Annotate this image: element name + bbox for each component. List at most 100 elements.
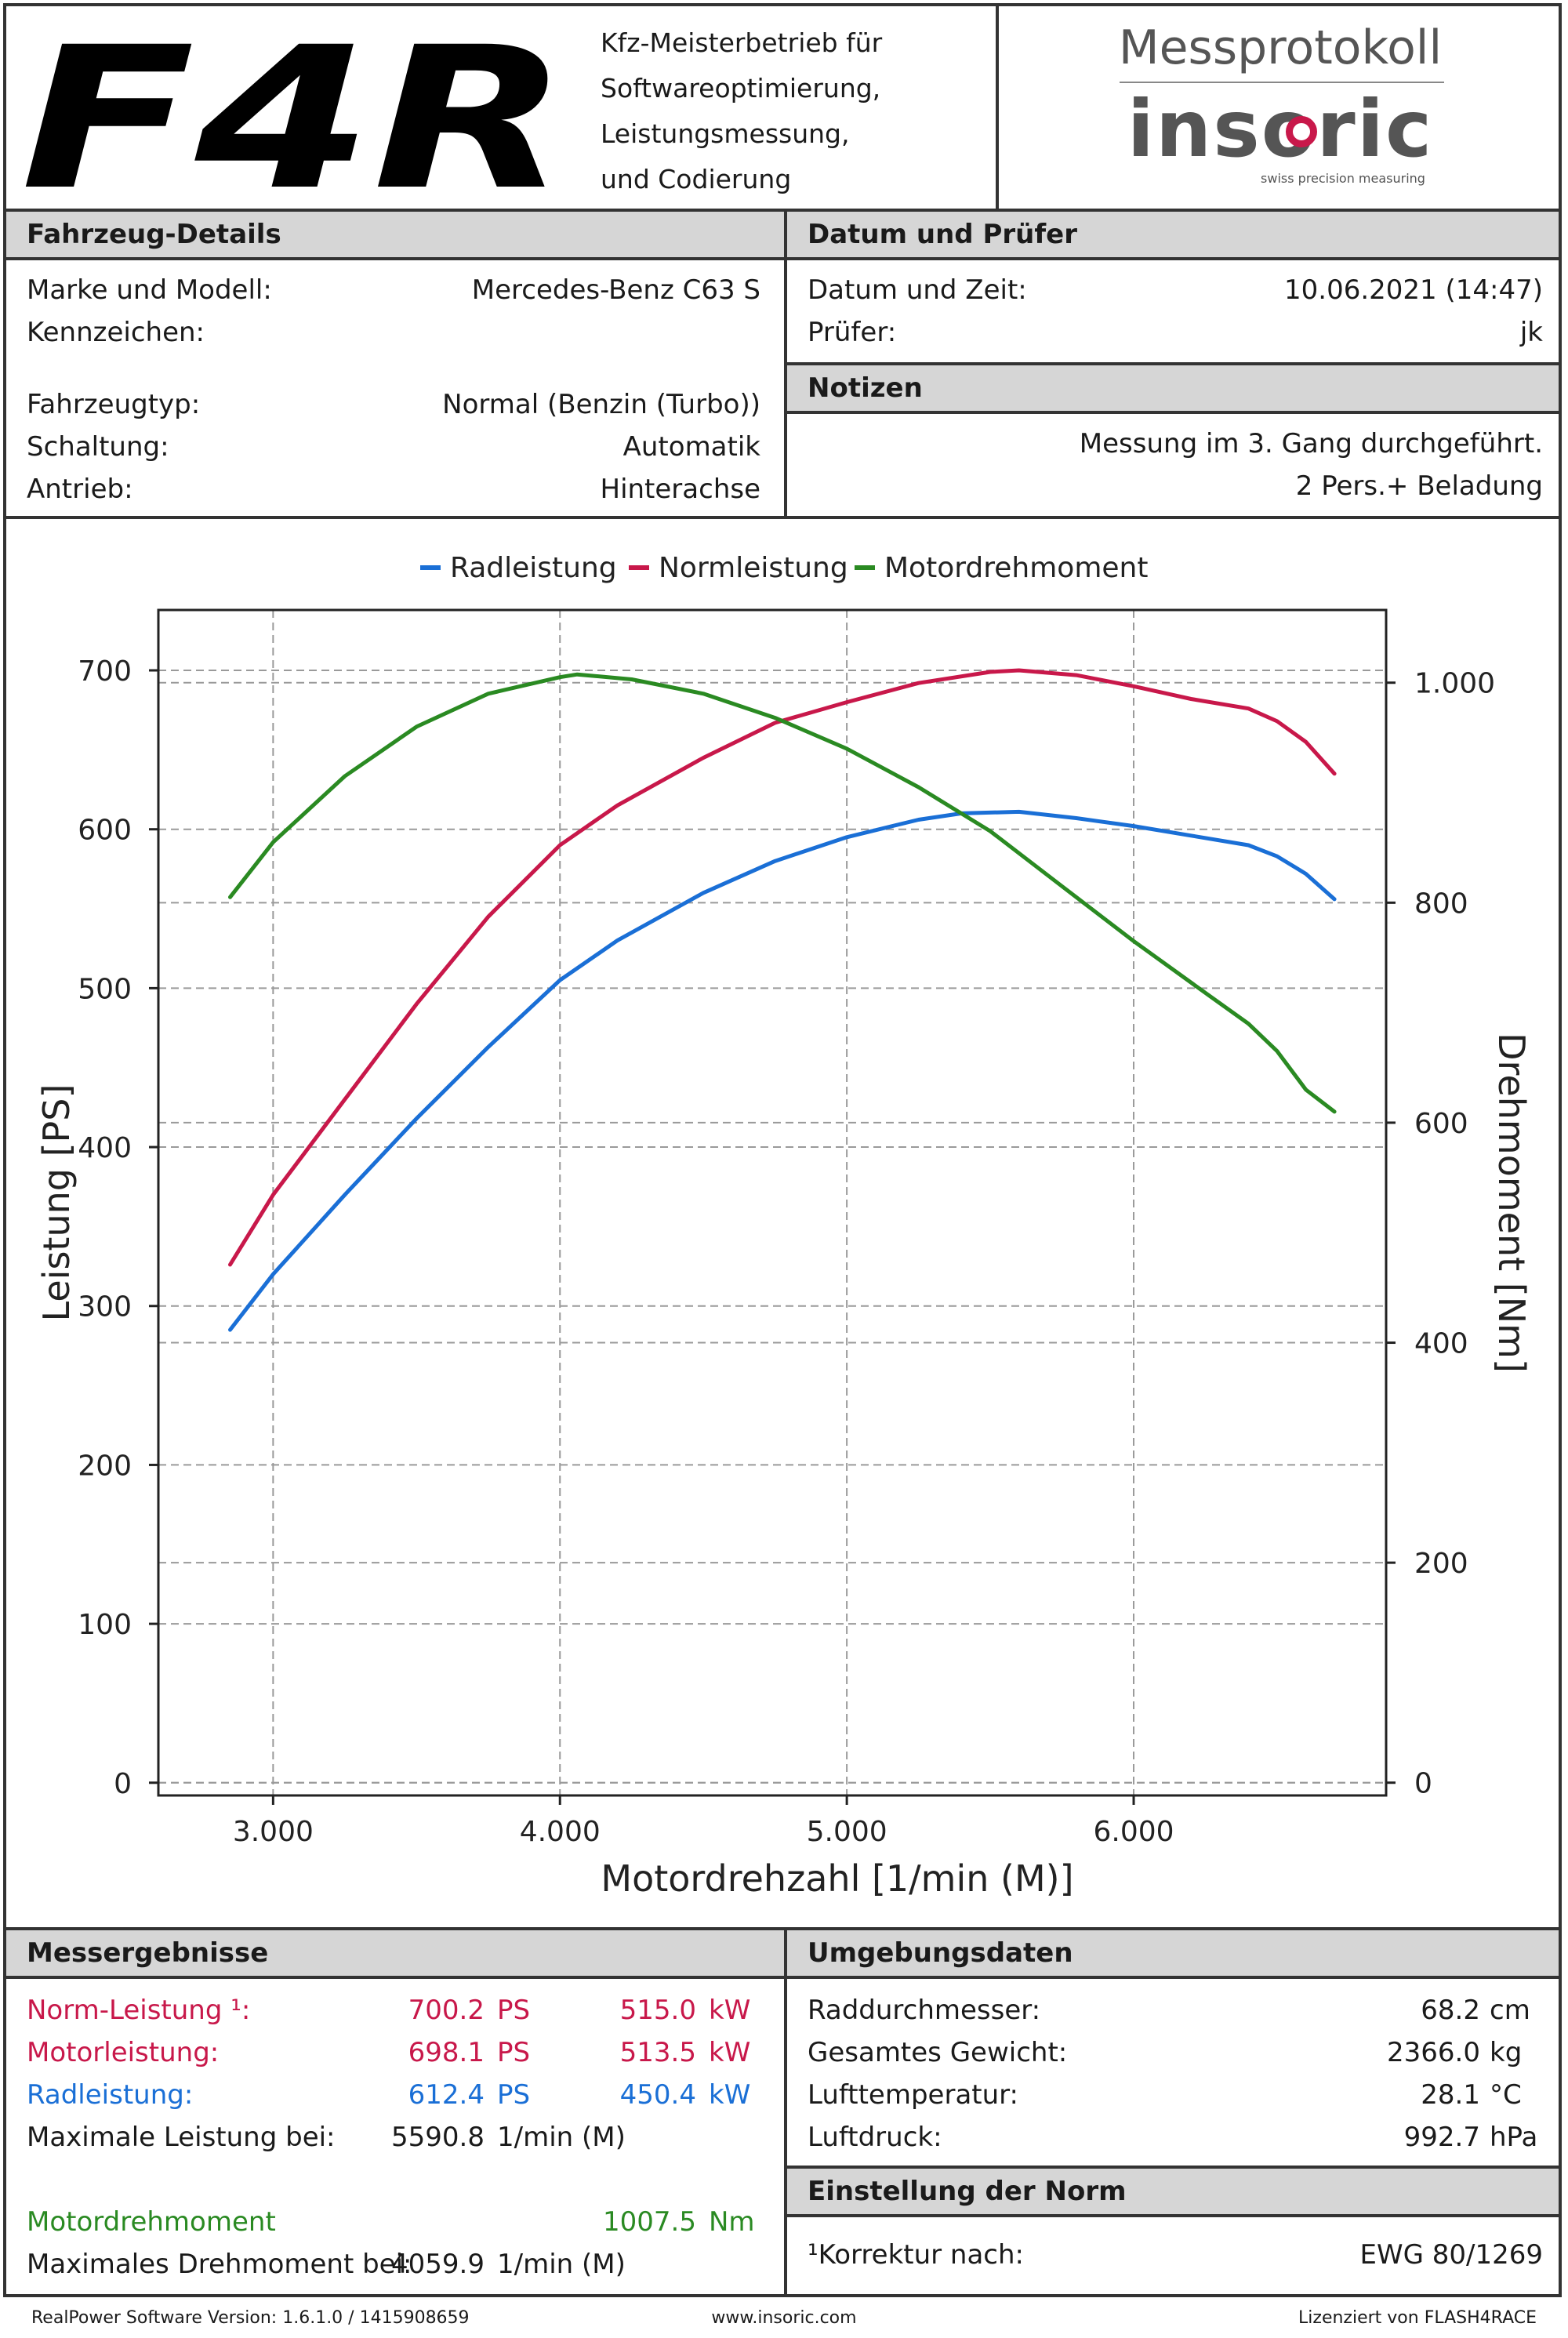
legend-label: Motordrehmoment xyxy=(884,552,1148,584)
results-header: Messergebnisse xyxy=(6,1930,784,1976)
examiner-value: jk xyxy=(1519,317,1543,348)
notes-header: Notizen xyxy=(787,365,1559,411)
header-bottom-line xyxy=(3,209,1562,212)
max-power-label: Maximale Leistung bei: xyxy=(27,2122,336,2153)
date-examiner-header: Datum und Prüfer xyxy=(787,212,1559,257)
series-line-motordrehmoment xyxy=(228,672,1337,1114)
x-tick-label: 5.000 xyxy=(807,1816,887,1848)
divider xyxy=(784,362,1562,365)
env-unit: °C xyxy=(1490,2079,1522,2111)
website: www.insoric.com xyxy=(711,2308,857,2328)
svg-text:F4R: F4R xyxy=(20,13,569,201)
result-ps-unit: PS xyxy=(497,1995,531,2026)
y-tick-label: 0 xyxy=(114,1768,132,1800)
legend-label: Radleistung xyxy=(450,552,617,584)
examiner-label: Prüfer: xyxy=(808,317,897,348)
y-tick-label: 600 xyxy=(78,815,132,847)
result-ps: 698.1 xyxy=(408,2037,485,2068)
company-line: Leistungsmessung, xyxy=(601,118,850,149)
max-power-value: 5590.8 xyxy=(391,2122,485,2153)
column-divider xyxy=(784,1927,787,2297)
y2-tick-label: 600 xyxy=(1414,1108,1468,1140)
max-torque-value: 4059.9 xyxy=(391,2249,485,2280)
result-kw: 513.5 xyxy=(619,2037,696,2068)
environment-header: Umgebungsdaten xyxy=(787,1930,1559,1976)
chart-top-line xyxy=(3,516,1562,519)
chart-grid xyxy=(158,610,1386,1795)
max-power-unit: 1/min (M) xyxy=(497,2122,626,2153)
max-torque-unit: 1/min (M) xyxy=(497,2249,626,2280)
y-tick-label: 700 xyxy=(78,655,132,688)
chart-legend: Radleistung Normleistung Motordrehmoment xyxy=(420,552,1148,584)
env-value: 992.7 xyxy=(1403,2122,1480,2153)
env-value: 2366.0 xyxy=(1387,2037,1480,2068)
result-label: Radleistung: xyxy=(27,2079,194,2111)
y2-axis-title: Drehmoment [Nm] xyxy=(1490,1033,1533,1373)
page-frame xyxy=(3,3,1562,2297)
y-tick-label: 100 xyxy=(78,1609,132,1641)
y-axis-title: Leistung [PS] xyxy=(35,1084,78,1322)
divider xyxy=(3,257,1562,260)
env-unit: kg xyxy=(1490,2037,1523,2068)
insoric-ring-icon xyxy=(1286,116,1317,147)
y-tick-label: 500 xyxy=(78,973,132,1005)
env-unit: hPa xyxy=(1490,2122,1538,2153)
result-ps: 612.4 xyxy=(408,2079,485,2111)
software-version: RealPower Software Version: 1.6.1.0 / 14… xyxy=(31,2308,470,2328)
norm-header: Einstellung der Norm xyxy=(787,2169,1559,2214)
company-line: und Codierung xyxy=(601,164,792,194)
notes-line: 2 Pers.+ Beladung xyxy=(1295,470,1543,502)
company-description: Kfz-Meisterbetrieb für Softwareoptimieru… xyxy=(601,20,882,202)
vehicle-label: Marke und Modell: xyxy=(27,274,272,306)
x-tick-label: 6.000 xyxy=(1093,1816,1174,1848)
env-value: 68.2 xyxy=(1421,1995,1480,2026)
notes-line: Messung im 3. Gang durchgeführt. xyxy=(1079,428,1543,459)
torque-label: Motordrehmoment xyxy=(27,2206,276,2238)
x-axis-title: Motordrehzahl [1/min (M)] xyxy=(601,1857,1073,1900)
vehicle-value: Mercedes-Benz C63 S xyxy=(471,274,760,306)
date-label: Datum und Zeit: xyxy=(808,274,1027,306)
f4r-logo: F4R xyxy=(20,13,569,201)
x-tick-label: 4.000 xyxy=(520,1816,601,1848)
company-line: Kfz-Meisterbetrieb für xyxy=(601,27,883,58)
env-value: 28.1 xyxy=(1421,2079,1480,2111)
vehicle-details-header: Fahrzeug-Details xyxy=(6,212,784,257)
y2-tick-label: 800 xyxy=(1414,888,1468,920)
license: Lizenziert von FLASH4RACE xyxy=(1298,2308,1537,2328)
y-tick-label: 400 xyxy=(78,1132,132,1164)
vehicle-value: Normal (Benzin (Turbo)) xyxy=(442,389,760,420)
insoric-tagline: swiss precision measuring xyxy=(1261,171,1425,186)
y-tick-label: 300 xyxy=(78,1291,132,1323)
divider xyxy=(784,411,1562,414)
y-tick-label: 200 xyxy=(78,1450,132,1482)
env-unit: cm xyxy=(1490,1995,1530,2026)
torque-unit: Nm xyxy=(709,2206,755,2238)
vehicle-label: Antrieb: xyxy=(27,474,133,505)
legend-label: Normleistung xyxy=(659,552,848,584)
chart-lines xyxy=(228,668,1337,1332)
x-tick-label: 3.000 xyxy=(233,1816,314,1848)
norm-label: ¹Korrektur nach: xyxy=(808,2239,1025,2271)
header-divider xyxy=(996,3,999,209)
divider xyxy=(784,2214,1562,2217)
y2-tick-label: 200 xyxy=(1414,1548,1468,1580)
result-kw-unit: kW xyxy=(709,1995,751,2026)
y2-tick-label: 1.000 xyxy=(1414,668,1495,700)
series-line-radleistung xyxy=(228,809,1337,1332)
vehicle-label: Schaltung: xyxy=(27,431,169,463)
norm-value: EWG 80/1269 xyxy=(1359,2239,1543,2271)
env-label: Luftdruck: xyxy=(808,2122,942,2153)
result-kw: 515.0 xyxy=(619,1995,696,2026)
y2-tick-label: 400 xyxy=(1414,1328,1468,1360)
power-torque-chart: Radleistung Normleistung Motordrehmoment 3… xyxy=(35,552,1533,1900)
env-label: Raddurchmesser: xyxy=(808,1995,1041,2026)
plot-frame xyxy=(157,608,1388,1797)
torque-value: 1007.5 xyxy=(603,2206,696,2238)
vehicle-label: Kennzeichen: xyxy=(27,317,205,348)
company-line: Softwareoptimierung, xyxy=(601,73,881,103)
date-value: 10.06.2021 (14:47) xyxy=(1284,274,1543,306)
divider xyxy=(784,2166,1562,2169)
result-ps-unit: PS xyxy=(497,2079,531,2111)
vehicle-value: Automatik xyxy=(622,431,760,463)
chart-bottom-line xyxy=(3,1927,1562,1930)
